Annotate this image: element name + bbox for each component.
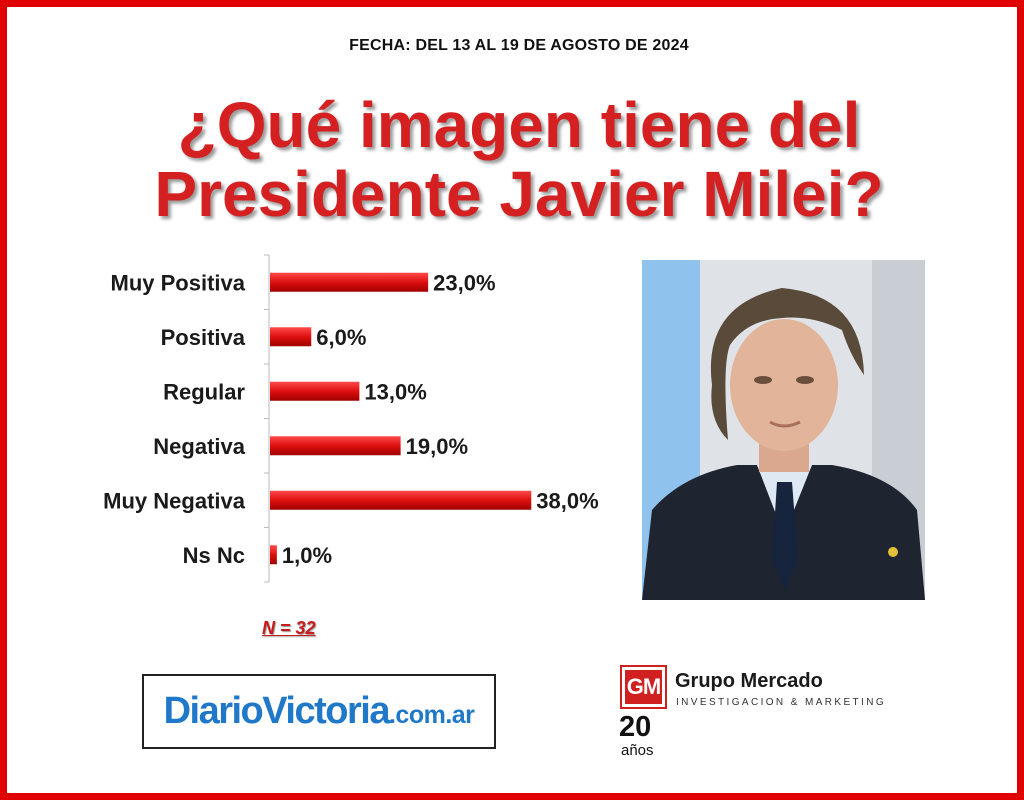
bar — [270, 490, 532, 510]
data-label: 19,0% — [406, 434, 468, 459]
grupo-mercado-badge: GM — [620, 665, 667, 709]
bar-chart: Muy Positiva 23,0% Positiva 6,0% Regular 13,0… — [103, 254, 599, 583]
bar — [270, 545, 277, 565]
category-label: Ns Nc — [183, 543, 245, 568]
sample-size-label: N = 32 — [262, 618, 316, 638]
data-label: 13,0% — [364, 379, 426, 404]
headline-line-2: Presidente Javier Milei? — [154, 158, 884, 230]
bar — [270, 381, 360, 401]
headline-line-1: ¿Qué imagen tiene del — [177, 89, 861, 161]
category-label: Muy Negativa — [103, 488, 246, 513]
category-label: Regular — [163, 379, 245, 404]
data-label: 1,0% — [282, 543, 332, 568]
diario-victoria-domain: .com.ar — [388, 701, 475, 729]
grupo-mercado-name: Grupo Mercado — [675, 670, 823, 692]
diario-victoria-name: DiarioVictoria — [163, 690, 391, 732]
category-label: Negativa — [153, 434, 245, 459]
president-photo — [642, 260, 925, 600]
survey-date: FECHA: DEL 13 AL 19 DE AGOSTO DE 2024 — [349, 37, 689, 54]
grupo-mercado-tagline: INVESTIGACION & MARKETING — [676, 697, 887, 708]
grupo-mercado-badge-text: GM — [625, 670, 662, 704]
grupo-mercado-anniversary-word: años — [621, 742, 654, 759]
bar — [270, 327, 312, 347]
bar — [270, 272, 429, 292]
category-label: Positiva — [161, 325, 246, 350]
grupo-mercado-anniversary-number: 20 — [619, 711, 652, 743]
data-label: 6,0% — [316, 325, 366, 350]
data-label: 23,0% — [433, 270, 495, 295]
diario-victoria-logo: DiarioVictoria .com.ar — [142, 674, 496, 749]
data-label: 38,0% — [536, 488, 598, 513]
category-label: Muy Positiva — [111, 270, 246, 295]
bar — [270, 436, 401, 456]
